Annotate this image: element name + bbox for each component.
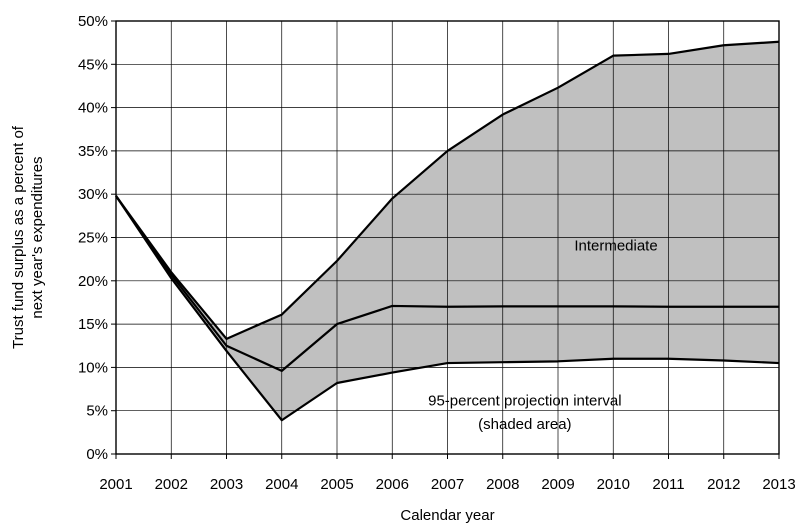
chart-annotation: (shaded area) (478, 416, 571, 433)
x-tick-label: 2013 (762, 476, 795, 493)
x-tick-label: 2012 (707, 476, 740, 493)
band-upper-line (115, 40, 780, 340)
band-lower-line (115, 195, 780, 422)
x-tick-label: 2008 (486, 476, 519, 493)
x-tick-label: 2009 (541, 476, 574, 493)
y-tick-labels: 0% 5% 10% 15% 20% 25% 30% 35% 40% 45% 50% (78, 13, 116, 463)
y-tick-label: 20% (78, 273, 108, 290)
y-tick-label: 50% (78, 13, 108, 30)
y-tick-label: 25% (78, 230, 108, 247)
series-line-0 (115, 195, 779, 372)
x-tick-label: 2004 (265, 476, 298, 493)
y-tick-label: 45% (78, 56, 108, 73)
y-tick-label: 35% (78, 143, 108, 160)
y-tick-label: 40% (78, 100, 108, 117)
x-tick-label: 2001 (99, 476, 132, 493)
y-tick-label: 5% (86, 403, 108, 420)
x-axis-title: Calendar year (400, 507, 494, 523)
x-tick-label: 2005 (320, 476, 353, 493)
line-layer (115, 40, 780, 422)
y-tick-label: 15% (78, 316, 108, 333)
chart-annotation: 95-percent projection interval (428, 393, 621, 410)
y-tick-label: 0% (86, 446, 108, 463)
x-tick-label: 2003 (210, 476, 243, 493)
grid-layer (116, 21, 779, 454)
chart-annotation: Intermediate (574, 237, 657, 254)
x-tick-label: 2011 (652, 476, 684, 493)
y-tick-label: 10% (78, 359, 108, 376)
x-tick-labels: 2001 2002 2003 2004 2005 2006 2007 2008 2009 2010… (99, 454, 796, 493)
y-tick-label: 30% (78, 186, 108, 203)
x-tick-label: 2006 (376, 476, 409, 493)
y-axis-title-line-2: next year's expenditures (29, 156, 46, 318)
x-tick-label: 2002 (155, 476, 188, 493)
annotations: Intermediate 95-percent projection interv… (428, 237, 658, 432)
x-tick-label: 2010 (597, 476, 630, 493)
x-tick-label: 2007 (431, 476, 464, 493)
y-axis-title-line-1: Trust fund surplus as a percent of (10, 125, 27, 349)
